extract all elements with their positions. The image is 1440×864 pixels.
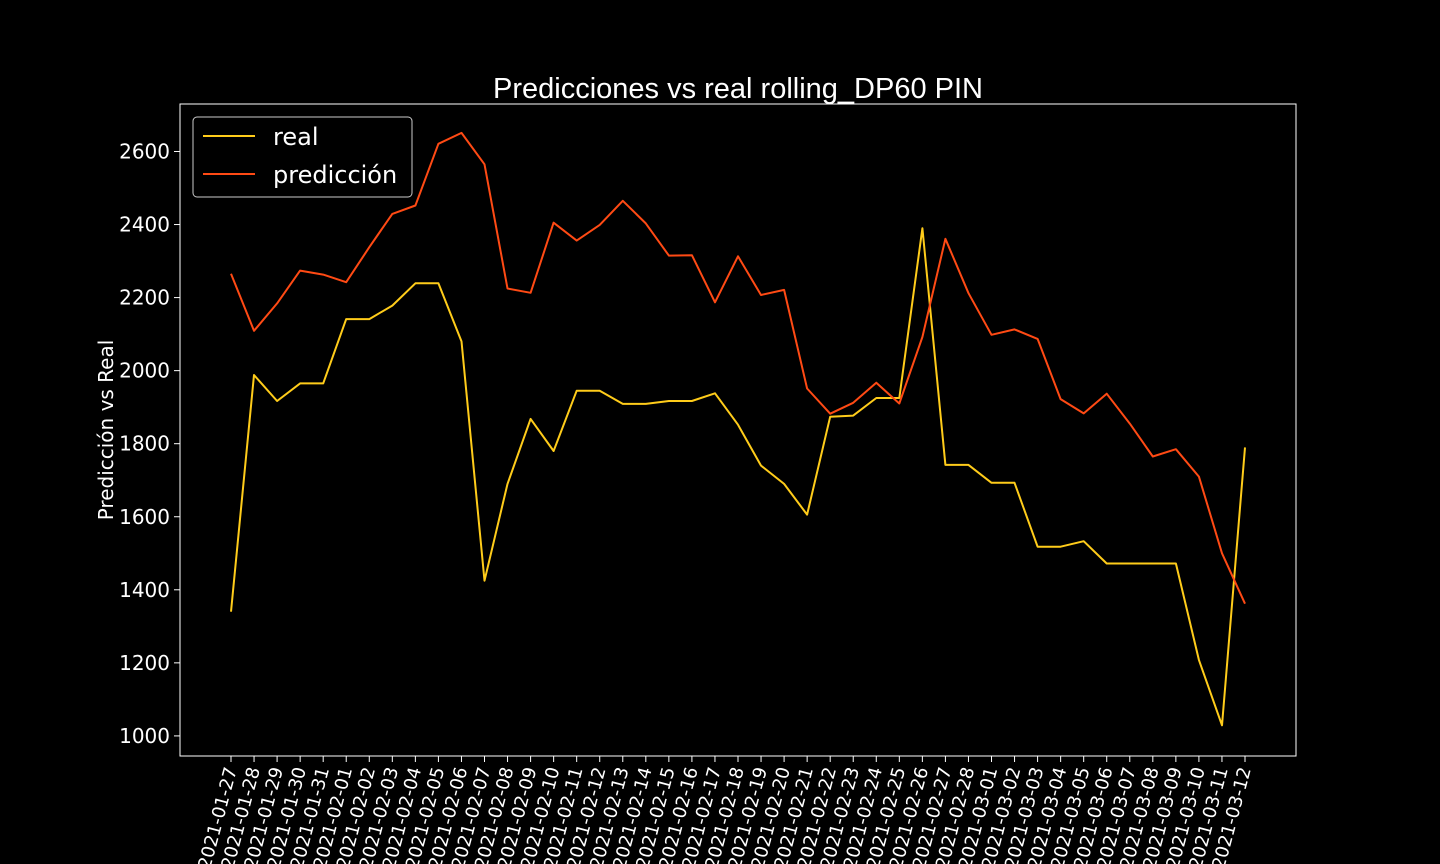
series-layer	[230, 131, 1246, 727]
y-tick-label: 1600	[119, 505, 170, 529]
y-tick-label: 2200	[119, 286, 170, 310]
series-line-real	[230, 227, 1246, 727]
legend-label-prediccion: predicción	[273, 161, 397, 189]
legend-label-real: real	[273, 123, 318, 151]
y-tick-label: 1000	[119, 724, 170, 748]
series-line-prediccion	[230, 131, 1246, 605]
chart-title: Predicciones vs real rolling_DP60 PIN	[493, 73, 983, 105]
y-tick-label: 1400	[119, 578, 170, 602]
legend: real predicción	[192, 116, 413, 198]
y-tick-label: 2600	[119, 139, 170, 163]
y-axis-ticks: 1000 1200 1400 1600 1800 2000 2200 2400 2600	[119, 139, 180, 748]
y-tick-label: 2000	[119, 359, 170, 383]
y-tick-label: 2400	[119, 213, 170, 237]
y-tick-label: 1200	[119, 651, 170, 675]
x-axis-ticks: 2021-01-272021-01-282021-01-292021-01-30…	[194, 756, 1256, 864]
y-tick-label: 1800	[119, 432, 170, 456]
y-axis-label: Predicción vs Real	[94, 340, 118, 521]
